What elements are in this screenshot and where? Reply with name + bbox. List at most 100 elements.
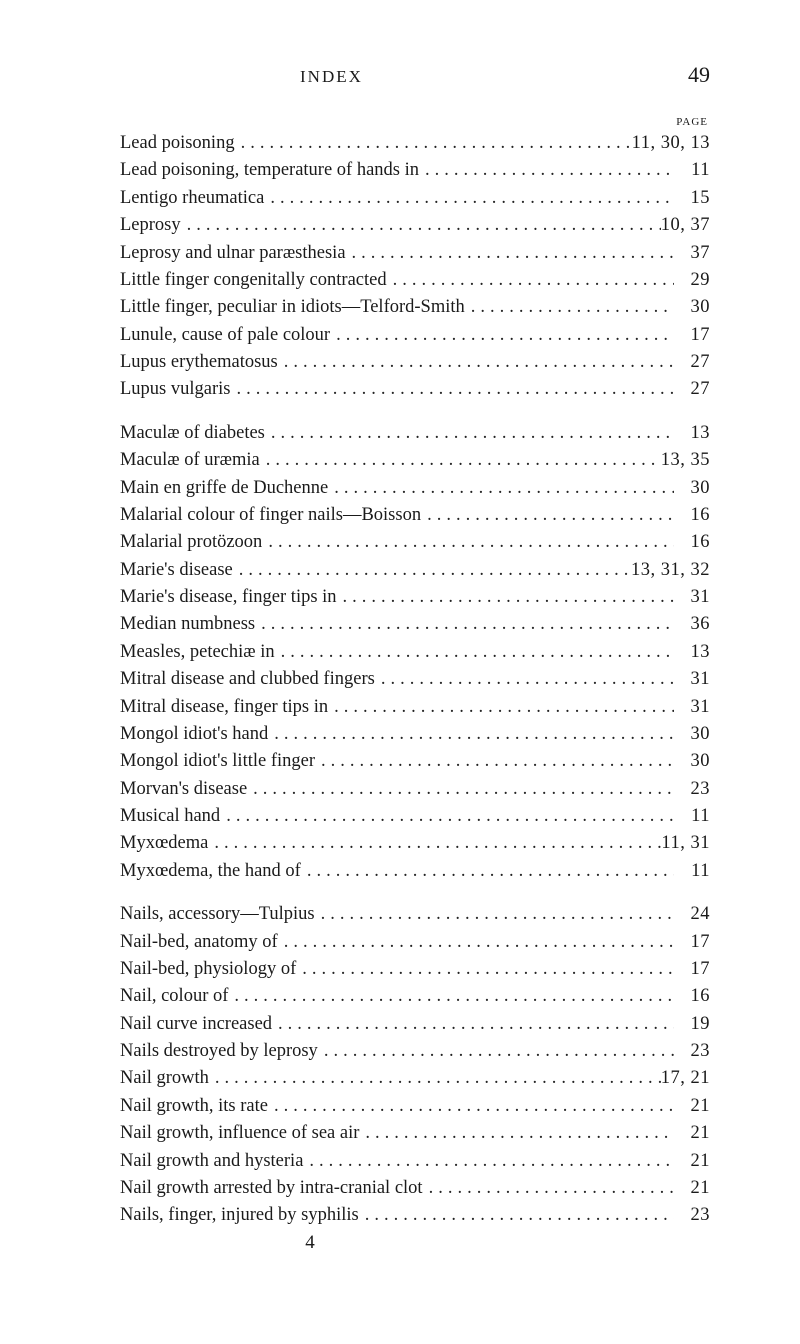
index-entry: Morvan's disease........................… [120,776,710,803]
index-entry-page: 11, 30, 13 [632,130,710,157]
index-entry-page: 10, 37 [661,212,710,239]
leader-dots: ........................................… [375,666,674,693]
index-entry-page: 11 [674,157,710,184]
index-entry-label: Median numbness [120,611,255,638]
leader-dots: ........................................… [268,1093,674,1120]
index-entry: Lunule, cause of pale colour............… [120,322,710,349]
index-entry-label: Maculæ of diabetes [120,420,265,447]
index-entry-label: Nails, accessory—Tulpius [120,901,315,928]
index-entry-label: Lead poisoning, temperature of hands in [120,157,419,184]
index-entry-label: Nail growth and hysteria [120,1148,303,1175]
leader-dots: ........................................… [465,294,674,321]
leader-dots: ........................................… [315,901,674,928]
index-entry-page: 11 [674,803,710,830]
leader-dots: ........................................… [359,1120,674,1147]
leader-dots: ........................................… [337,584,674,611]
leader-dots: ........................................… [220,803,674,830]
index-entry: Lead poisoning, temperature of hands in.… [120,157,710,184]
index-entry: Leprosy.................................… [120,212,710,239]
index-entry-label: Maculæ of uræmia [120,447,260,474]
leader-dots: ........................................… [423,1175,674,1202]
index-entry: Measles, petechiæ in....................… [120,639,710,666]
index-entry: Nails, accessory—Tulpius................… [120,901,710,928]
leader-dots: ........................................… [228,983,674,1010]
index-entry: Maculæ of uræmia........................… [120,447,710,474]
leader-dots: ........................................… [301,858,674,885]
index-entry-label: Nail curve increased [120,1011,272,1038]
index-entry-page: 24 [674,901,710,928]
index-entry-page: 13, 31, 32 [631,557,710,584]
index-entry: Main en griffe de Duchenne..............… [120,475,710,502]
leader-dots: ........................................… [296,956,674,983]
group-gap [120,885,710,901]
index-entry-page: 30 [674,475,710,502]
signature-mark: 4 [0,1232,710,1254]
index-entry-page: 27 [674,376,710,403]
index-entry-label: Lentigo rheumatica [120,185,264,212]
index-entry-label: Nail-bed, anatomy of [120,929,278,956]
leader-dots: ........................................… [315,748,674,775]
leader-dots: ........................................… [264,185,674,212]
index-entry: Marie's disease.........................… [120,557,710,584]
leader-dots: ........................................… [255,611,674,638]
index-entry-label: Marie's disease [120,557,233,584]
index-entry-label: Nail-bed, physiology of [120,956,296,983]
leader-dots: ........................................… [235,130,632,157]
index-entry-page: 16 [674,502,710,529]
index-entry-label: Nails destroyed by leprosy [120,1038,318,1065]
leader-dots: ........................................… [387,267,674,294]
index-entry-label: Lupus erythematosus [120,349,278,376]
index-entry-label: Malarial colour of finger nails—Boisson [120,502,421,529]
index-entry-page: 23 [674,1202,710,1229]
leader-dots: ........................................… [233,557,631,584]
index-entry: Nail growth, its rate...................… [120,1093,710,1120]
index-entry-page: 15 [674,185,710,212]
index-entry-label: Marie's disease, finger tips in [120,584,337,611]
leader-dots: ........................................… [275,639,674,666]
leader-dots: ........................................… [328,475,674,502]
index-entry-page: 17, 21 [661,1065,710,1092]
leader-dots: ........................................… [268,721,674,748]
index-entry-page: 23 [674,1038,710,1065]
running-head: INDEX 49 [120,62,710,88]
index-entry-page: 13, 35 [661,447,710,474]
index-entry-label: Morvan's disease [120,776,247,803]
index-entry: Lupus vulgaris..........................… [120,376,710,403]
index-entry-label: Mongol idiot's hand [120,721,268,748]
index-entry-label: Malarial protözoon [120,529,262,556]
index-entry-page: 21 [674,1120,710,1147]
index-entry-page: 36 [674,611,710,638]
index-entry-page: 21 [674,1175,710,1202]
running-head-title: INDEX [300,67,363,87]
leader-dots: ........................................… [346,240,674,267]
index-entry: Mongol idiot's hand.....................… [120,721,710,748]
index-entry: Mitral disease and clubbed fingers......… [120,666,710,693]
index-entry-page: 17 [674,322,710,349]
leader-dots: ........................................… [328,694,674,721]
leader-dots: ........................................… [318,1038,674,1065]
index-entry: Nail curve increased....................… [120,1011,710,1038]
index-entry-label: Leprosy [120,212,181,239]
leader-dots: ........................................… [419,157,674,184]
leader-dots: ........................................… [330,322,674,349]
index-entry-label: Little finger, peculiar in idiots—Telfor… [120,294,465,321]
index-entry: Nail-bed, anatomy of....................… [120,929,710,956]
index-entry-label: Lunule, cause of pale colour [120,322,330,349]
index-entry-page: 13 [674,420,710,447]
page: INDEX 49 PAGE Lead poisoning............… [0,0,800,1344]
index-entry: Malarial colour of finger nails—Boisson.… [120,502,710,529]
index-entry-page: 11 [674,858,710,885]
index-entry-label: Lupus vulgaris [120,376,230,403]
index-entry-page: 31 [674,694,710,721]
leader-dots: ........................................… [278,929,674,956]
index-entry-label: Nails, finger, injured by syphilis [120,1202,359,1229]
leader-dots: ........................................… [260,447,661,474]
index-entry: Nail growth.............................… [120,1065,710,1092]
index-entry-label: Mongol idiot's little finger [120,748,315,775]
index-entry: Nail growth arrested by intra-cranial cl… [120,1175,710,1202]
leader-dots: ........................................… [265,420,674,447]
index-entry: Mitral disease, finger tips in..........… [120,694,710,721]
index-entry: Myxœdema, the hand of...................… [120,858,710,885]
index-entry: Musical hand............................… [120,803,710,830]
index-entry: Little finger, peculiar in idiots—Telfor… [120,294,710,321]
